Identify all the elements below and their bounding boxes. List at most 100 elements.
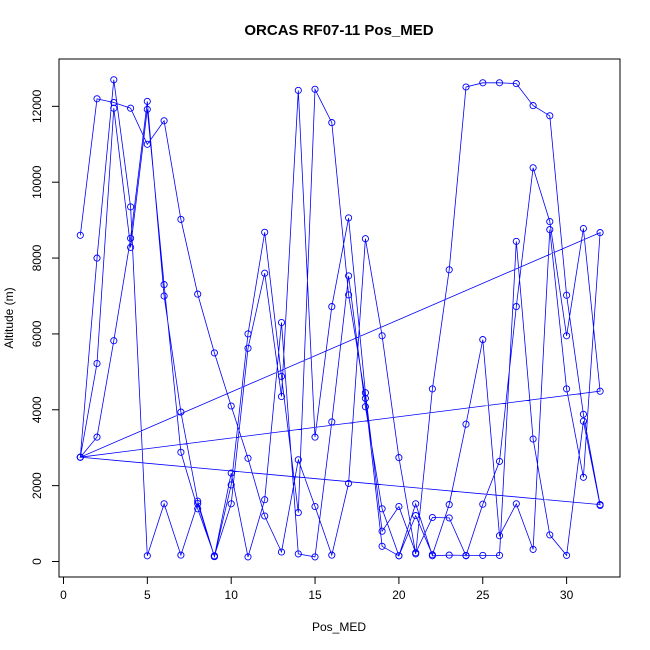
data-point	[110, 98, 118, 107]
data-point	[328, 551, 336, 559]
data-point	[462, 420, 470, 428]
data-point	[143, 140, 151, 148]
data-point	[261, 269, 269, 277]
data-point	[261, 228, 269, 236]
data-point	[227, 402, 235, 410]
data-point	[395, 502, 403, 511]
data-point	[361, 394, 369, 402]
data-point	[294, 509, 302, 517]
data-point	[127, 203, 135, 211]
data-point	[194, 290, 202, 298]
data-point	[546, 531, 554, 539]
data-point	[127, 243, 135, 251]
data-point	[93, 254, 101, 262]
data-point	[311, 502, 319, 511]
data-point	[93, 359, 101, 368]
data-point	[445, 266, 453, 274]
data-point	[160, 117, 168, 125]
data-point	[177, 408, 185, 416]
y-tick-label: 10000	[30, 165, 44, 199]
data-point	[378, 505, 386, 513]
data-point	[412, 500, 420, 508]
data-point	[445, 501, 453, 509]
data-point	[495, 79, 504, 87]
data-point	[244, 553, 252, 561]
data-point	[345, 214, 353, 222]
data-point	[127, 104, 135, 112]
x-tick-label: 10	[225, 588, 239, 602]
data-point	[512, 500, 520, 508]
data-point	[177, 215, 185, 223]
data-point	[277, 318, 286, 327]
data-point	[277, 548, 286, 556]
data-point	[328, 418, 336, 426]
x-tick-label: 20	[392, 588, 406, 602]
data-point	[479, 551, 487, 559]
data-point	[244, 344, 252, 352]
y-tick-label: 8000	[30, 244, 44, 271]
data-point	[378, 542, 386, 550]
data-point	[328, 303, 336, 311]
data-point	[579, 410, 587, 418]
data-point	[76, 231, 84, 239]
data-point	[110, 76, 118, 84]
data-point	[596, 229, 604, 237]
chart-title: ORCAS RF07-11 Pos_MED	[244, 22, 433, 39]
data-point	[395, 454, 403, 462]
data-point	[277, 372, 286, 380]
x-axis: 0 5 10 15 20 25 30	[60, 576, 574, 602]
data-point	[479, 79, 487, 87]
data-point	[76, 453, 84, 461]
data-point	[361, 235, 369, 243]
data-point	[563, 385, 571, 393]
data-point	[177, 448, 185, 456]
data-point	[143, 552, 151, 560]
data-point	[194, 505, 202, 513]
data-point	[294, 456, 302, 464]
data-point	[479, 336, 487, 344]
data-point	[277, 392, 286, 401]
data-point	[328, 119, 336, 127]
data-point	[227, 481, 235, 489]
data-point	[244, 454, 252, 462]
data-point	[345, 291, 353, 299]
x-tick-label: 25	[476, 588, 490, 602]
data-point	[194, 497, 202, 505]
data-point	[546, 218, 554, 226]
data-point	[93, 95, 101, 103]
data-point	[160, 500, 168, 508]
data-point	[512, 80, 520, 88]
y-tick-label: 2000	[30, 472, 44, 499]
data-point	[529, 435, 537, 443]
series-line	[79, 79, 601, 559]
data-point	[579, 224, 587, 233]
data-point	[479, 500, 487, 508]
data-point	[529, 164, 537, 172]
data-point	[563, 551, 571, 559]
data-point	[261, 512, 269, 520]
data-point	[160, 281, 168, 289]
y-axis-label: Altitude (m)	[2, 287, 16, 348]
data-point	[227, 469, 235, 477]
data-point	[110, 104, 118, 112]
data-point	[428, 552, 436, 560]
data-point	[143, 105, 151, 113]
data-point	[345, 479, 353, 487]
data-point	[546, 226, 554, 234]
data-point	[244, 330, 252, 338]
data-point	[361, 403, 369, 411]
data-point	[210, 349, 218, 357]
data-point	[596, 501, 604, 509]
data-point	[110, 337, 118, 345]
data-point	[579, 417, 587, 425]
data-point	[412, 512, 420, 520]
data-point	[462, 551, 470, 559]
x-tick-label: 15	[308, 588, 322, 602]
data-point	[345, 272, 353, 280]
data-point	[529, 545, 537, 553]
data-point	[227, 500, 235, 508]
data-point	[529, 102, 537, 110]
data-point	[143, 97, 151, 105]
data-point	[378, 332, 386, 340]
data-point	[177, 551, 185, 559]
